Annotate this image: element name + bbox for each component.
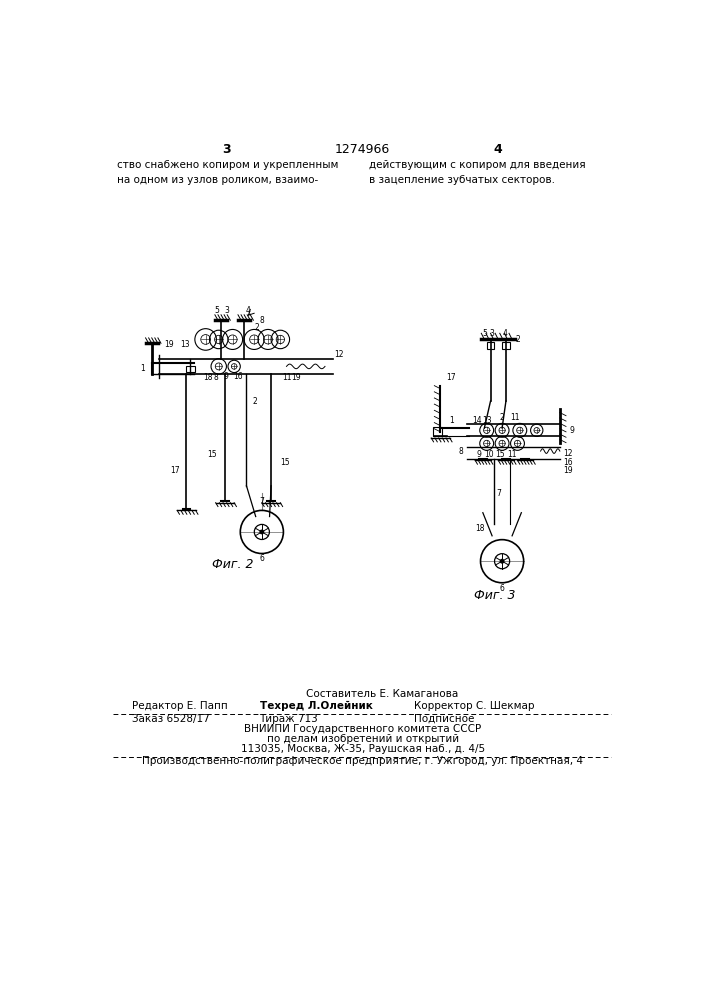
Text: 14: 14 [472,416,481,425]
Bar [502,342,510,349]
Bar [186,366,195,372]
Text: 9: 9 [477,450,481,459]
Text: 19: 19 [563,466,573,475]
Text: 18: 18 [475,524,484,533]
Text: 2: 2 [500,413,505,422]
Text: 17: 17 [446,373,456,382]
Bar [486,342,494,349]
Text: 12: 12 [334,350,344,359]
Text: 6: 6 [500,584,505,593]
Text: 4: 4 [494,143,503,156]
Circle shape [260,530,264,534]
Text: Редактор Е. Папп: Редактор Е. Папп [132,701,228,711]
Text: 3: 3 [490,329,494,338]
Text: 7: 7 [497,489,501,498]
Text: Тираж 713: Тираж 713 [259,714,318,724]
Text: 2: 2 [252,397,257,406]
Text: 2: 2 [515,335,520,344]
Text: 11: 11 [508,450,517,459]
Text: 19: 19 [291,373,300,382]
Text: 8: 8 [259,316,264,325]
Text: 11: 11 [282,373,291,382]
Text: Корректор С. Шекмар: Корректор С. Шекмар [414,701,534,711]
Text: 1: 1 [140,364,145,373]
Text: 7: 7 [259,497,264,506]
Text: 2: 2 [255,323,259,332]
Text: 13: 13 [482,416,491,425]
Text: 5: 5 [482,329,487,338]
Text: ВНИИПИ Государственного комитета СССР: ВНИИПИ Государственного комитета СССР [244,724,481,734]
Text: 4: 4 [503,329,508,338]
Text: 8: 8 [459,447,464,456]
Text: 4: 4 [245,306,250,315]
Text: по делам изобретений и открытий: по делам изобретений и открытий [267,734,459,744]
Text: 5: 5 [215,306,220,315]
Text: Заказ 6528/17: Заказ 6528/17 [132,714,210,724]
Text: Техред Л.Олейник: Техред Л.Олейник [259,701,373,711]
Text: Подписное: Подписное [414,714,474,724]
Text: Производственно-полиграфическое предприятие, г. Ужгород, ул. Проектная, 4: Производственно-полиграфическое предприя… [142,756,583,766]
Text: 12: 12 [563,449,573,458]
Text: ство снабжено копиром и укрепленным
на одном из узлов роликом, взаимо-: ство снабжено копиром и укрепленным на о… [117,160,339,185]
Text: 11: 11 [510,413,520,422]
Text: 3: 3 [225,306,230,315]
Text: 113035, Москва, Ж-35, Раушская наб., д. 4/5: 113035, Москва, Ж-35, Раушская наб., д. … [240,744,485,754]
Text: 13: 13 [180,340,189,349]
Text: 16: 16 [233,372,243,381]
Text: 1: 1 [450,416,455,425]
Text: 16: 16 [563,458,573,467]
Text: Фиг. 2: Фиг. 2 [212,558,253,571]
Text: 15: 15 [208,450,217,459]
Text: 8: 8 [214,373,218,382]
Text: 9: 9 [224,372,229,381]
Circle shape [501,559,504,563]
Bar [433,427,442,436]
Text: 9: 9 [569,426,574,435]
Text: 10: 10 [484,450,493,459]
Text: Фиг. 3: Фиг. 3 [474,589,515,602]
Text: 15: 15 [281,458,290,467]
Text: 15: 15 [495,450,505,459]
Text: действующим с копиром для введения
в зацепление зубчатых секторов.: действующим с копиром для введения в зац… [369,160,585,185]
Text: Составитель Е. Камаганова: Составитель Е. Камаганова [305,689,458,699]
Text: 1274966: 1274966 [335,143,390,156]
Text: 17: 17 [170,466,180,475]
Text: 19: 19 [165,340,174,349]
Text: 18: 18 [203,373,213,382]
Text: 3: 3 [222,143,230,156]
Text: 6: 6 [259,554,264,563]
